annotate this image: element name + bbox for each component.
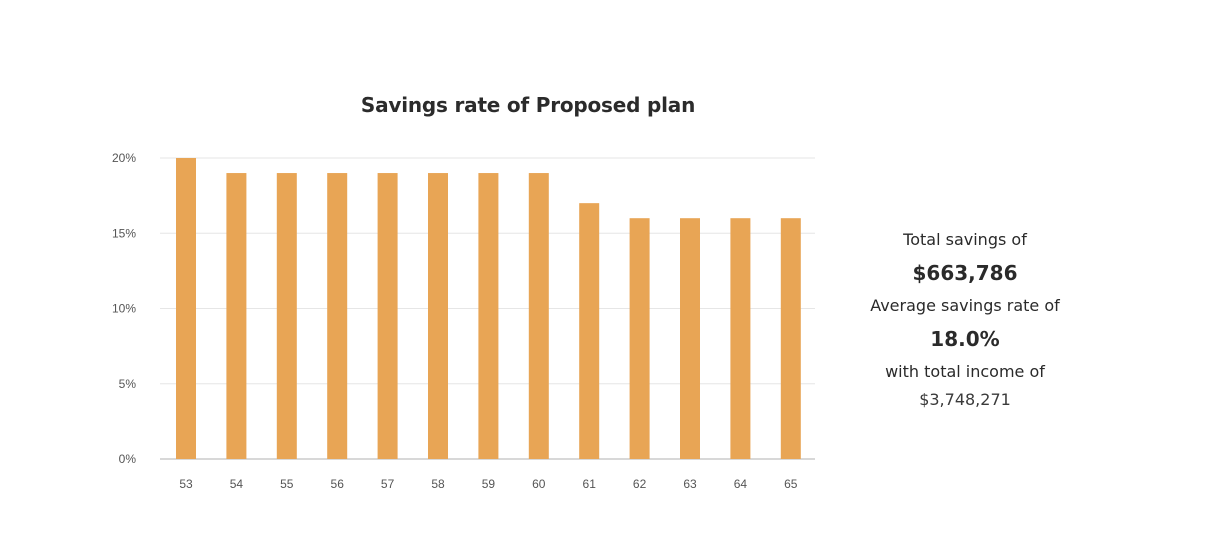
x-tick-label: 61 (583, 477, 597, 491)
bar (629, 218, 650, 459)
x-tick-label: 62 (633, 477, 647, 491)
x-tick-label: 53 (179, 477, 193, 491)
y-tick-label: 15% (112, 226, 136, 240)
bar (428, 173, 448, 460)
bar (176, 158, 196, 459)
bar (528, 173, 549, 460)
x-tick-label: 54 (230, 477, 244, 491)
average-savings-rate-label: Average savings rate of (870, 296, 1060, 315)
bar (680, 218, 700, 459)
bar (579, 203, 600, 459)
bar (276, 173, 297, 460)
total-income-label: with total income of (885, 362, 1045, 381)
total-savings-value: $663,786 (912, 261, 1018, 285)
average-savings-rate-value: 18.0% (930, 327, 1000, 351)
x-tick-label: 64 (734, 477, 748, 491)
y-tick-label: 20% (112, 151, 136, 165)
bar (730, 218, 751, 459)
x-tick-label: 59 (482, 477, 496, 491)
chart-title: Savings rate of Proposed plan (360, 93, 696, 117)
x-tick-label: 57 (381, 477, 395, 491)
bar (327, 173, 348, 460)
bar (377, 173, 398, 460)
x-tick-label: 65 (784, 477, 798, 491)
bar (780, 218, 801, 459)
y-tick-label: 5% (119, 377, 137, 391)
y-tick-label: 10% (112, 302, 136, 316)
total-savings-label: Total savings of (903, 230, 1027, 249)
bar (226, 173, 247, 460)
y-tick-label: 0% (119, 452, 137, 466)
x-axis-ticks: 53 54 55 56 57 58 59 60 61 62 63 64 65 (179, 477, 797, 491)
summary-panel: Total savings of $663,786 Average saving… (840, 230, 1090, 410)
x-tick-label: 63 (683, 477, 697, 491)
x-tick-label: 56 (331, 477, 345, 491)
bars (176, 158, 801, 460)
bar (478, 173, 499, 460)
total-income-value: $3,748,271 (919, 390, 1011, 409)
x-tick-label: 55 (280, 477, 294, 491)
x-tick-label: 58 (431, 477, 445, 491)
y-axis-ticks: 0% 5% 10% 15% 20% (112, 151, 136, 466)
x-tick-label: 60 (532, 477, 546, 491)
